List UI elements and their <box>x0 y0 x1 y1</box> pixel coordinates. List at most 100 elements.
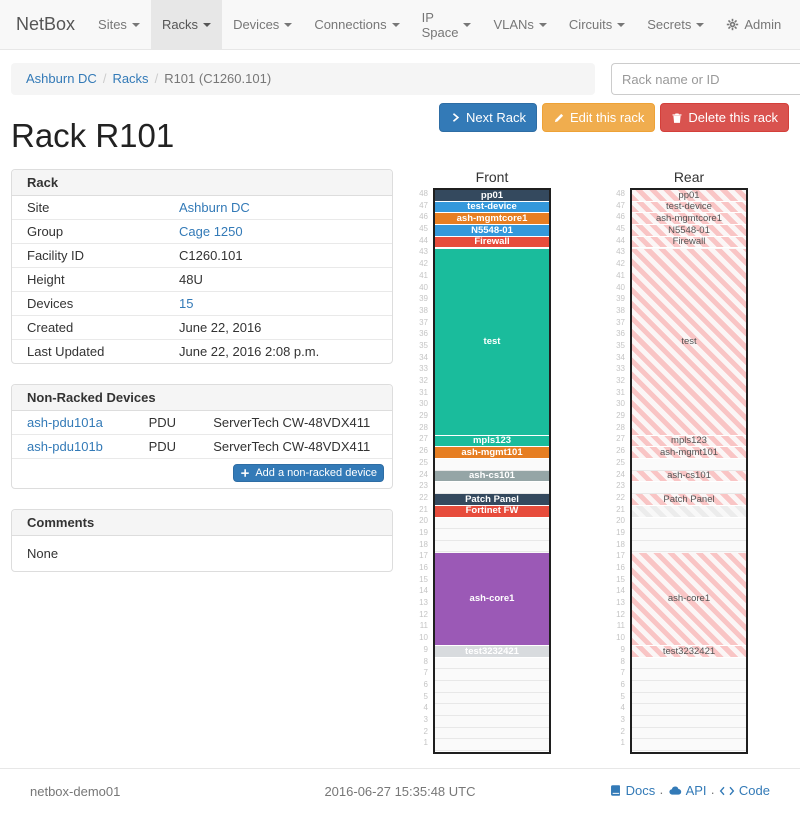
rack-unit-empty <box>435 692 549 705</box>
rack-unit-empty <box>632 482 746 494</box>
unit-number: 41 <box>616 270 625 280</box>
rack-device[interactable]: test <box>632 248 746 436</box>
nav-item-profile[interactable]: Profile <box>792 0 800 49</box>
rack-device[interactable]: Firewall <box>632 236 746 249</box>
rack-device[interactable]: ash-mgmtcore1 <box>632 213 746 226</box>
chevron-down-icon <box>203 22 212 27</box>
unit-number: 25 <box>616 457 625 467</box>
rack-unit-empty <box>632 680 746 693</box>
rack-device[interactable]: ash-cs101 <box>435 470 549 483</box>
device-name-link[interactable]: ash-pdu101a <box>27 415 103 430</box>
nav-item-ip-space[interactable]: IP Space <box>411 0 483 49</box>
unit-number: 9 <box>620 644 625 654</box>
unit-number: 13 <box>616 598 625 608</box>
rack-attr-value-link[interactable]: Cage 1250 <box>179 224 243 239</box>
unit-number: 42 <box>419 259 428 269</box>
breadcrumb-link[interactable]: Ashburn DC <box>26 71 97 86</box>
rack-device[interactable]: N5548-01 <box>435 225 549 237</box>
rack-unit-empty <box>632 528 746 541</box>
nav-item-racks[interactable]: Racks <box>150 0 223 49</box>
unit-number: 10 <box>616 633 625 643</box>
rack-device[interactable]: mpls123 <box>632 435 746 448</box>
unit-number: 7 <box>620 668 625 678</box>
rack-device[interactable]: Firewall <box>435 236 549 249</box>
rack-device-label: pp01 <box>678 190 700 201</box>
nav-item-circuits[interactable]: Circuits <box>558 0 636 49</box>
rack-unit-empty <box>435 704 549 716</box>
rack-device[interactable]: test3232421 <box>435 646 549 658</box>
unit-number: 37 <box>419 317 428 327</box>
rack-device[interactable]: ash-core1 <box>632 552 746 647</box>
unit-number: 5 <box>620 691 625 701</box>
rack-device[interactable]: pp01 <box>435 190 549 202</box>
unit-number: 9 <box>423 644 428 654</box>
footer-link-api[interactable]: API <box>668 783 707 798</box>
rack-attr-row: Last Updated June 22, 2016 2:08 p.m. <box>12 339 392 363</box>
rack-unit-empty <box>632 540 746 553</box>
rack-attr-row: Facility ID C1260.101 <box>12 243 392 268</box>
unit-number: 40 <box>616 282 625 292</box>
main-menu: Sites Racks Devices Connections IP Space VLAN… <box>87 0 715 49</box>
unit-number: 18 <box>616 539 625 549</box>
chevron-down-icon <box>463 22 472 27</box>
rack-device[interactable]: ash-mgmtcore1 <box>435 213 549 226</box>
rack-device[interactable]: Patch Panel <box>435 494 549 506</box>
device-name-link[interactable]: ash-pdu101b <box>27 439 103 454</box>
unit-number: 19 <box>616 527 625 537</box>
unit-number: 27 <box>419 434 428 444</box>
rack-device[interactable]: test-device <box>435 201 549 214</box>
rack-device[interactable]: ash-mgmt101 <box>632 447 746 460</box>
cloud-icon <box>668 784 682 797</box>
rack-unit-empty <box>435 517 549 529</box>
rack-device[interactable]: mpls123 <box>435 435 549 448</box>
footer-link-docs[interactable]: Docs <box>609 783 655 798</box>
nav-item-secrets[interactable]: Secrets <box>636 0 715 49</box>
rack-attr-label: Devices <box>12 291 164 316</box>
nav-item-vlans[interactable]: VLANs <box>482 0 557 49</box>
rack-device-label: ash-mgmtcore1 <box>656 213 722 224</box>
add-nonracked-device-button[interactable]: Add a non-racked device <box>233 464 384 482</box>
rack-rear: pp01 test-device ash-mgmtcore1 N5548-01 Fire… <box>630 188 748 754</box>
unit-number: 15 <box>419 574 428 584</box>
unit-number: 32 <box>419 376 428 385</box>
rack-attr-value-link[interactable]: 15 <box>179 296 194 311</box>
rack-device-label: pp01 <box>480 190 504 201</box>
next-rack-button[interactable]: Next Rack <box>439 103 537 132</box>
rack-device[interactable]: Patch Panel <box>632 494 746 506</box>
rack-search-input[interactable] <box>611 63 800 95</box>
rack-attr-row: Site Ashburn DC <box>12 196 392 220</box>
rack-device-label: Patch Panel <box>465 494 519 505</box>
nav-item-admin[interactable]: Admin <box>715 0 792 49</box>
chevron-down-icon <box>284 22 293 27</box>
footer-timestamp: 2016-06-27 15:35:48 UTC <box>324 783 476 799</box>
unit-number: 16 <box>419 563 428 572</box>
app-brand[interactable]: NetBox <box>16 14 76 34</box>
nav-item-connections[interactable]: Connections <box>303 0 410 49</box>
delete-this-rack-button[interactable]: Delete this rack <box>660 103 789 132</box>
rack-device-label: N5548-01 <box>471 225 513 236</box>
unit-number: 35 <box>616 340 625 350</box>
nav-item-devices[interactable]: Devices <box>222 0 303 49</box>
unit-number: 35 <box>419 340 428 350</box>
rack-unit-empty <box>632 692 746 705</box>
footer-link-separator: · <box>710 784 715 800</box>
unit-number: 34 <box>616 352 625 362</box>
unit-number: 17 <box>419 551 428 561</box>
footer-link-code[interactable]: Code <box>719 783 770 798</box>
rack-device[interactable]: ash-core1 <box>435 552 549 647</box>
breadcrumb-link[interactable]: Racks <box>112 71 149 86</box>
rack-device[interactable]: Fortinet FW <box>435 505 549 518</box>
edit-this-rack-button[interactable]: Edit this rack <box>541 103 656 132</box>
rack-device[interactable]: N5548-01 <box>632 225 746 237</box>
rack-device[interactable]: test3232421 <box>632 646 746 658</box>
rack-device[interactable]: test-device <box>632 201 746 214</box>
rack-device[interactable]: ash-cs101 <box>632 470 746 483</box>
nav-item-label: Circuits <box>568 17 613 32</box>
rack-device[interactable]: ash-mgmt101 <box>435 447 549 460</box>
rack-device[interactable]: pp01 <box>632 190 746 202</box>
rack-device-label: test-device <box>666 201 712 213</box>
rack-attr-value-link[interactable]: Ashburn DC <box>179 200 250 215</box>
rack-device[interactable]: test <box>435 248 549 436</box>
nav-item-sites[interactable]: Sites <box>87 0 151 49</box>
rack-device-label: test-device <box>467 201 517 213</box>
